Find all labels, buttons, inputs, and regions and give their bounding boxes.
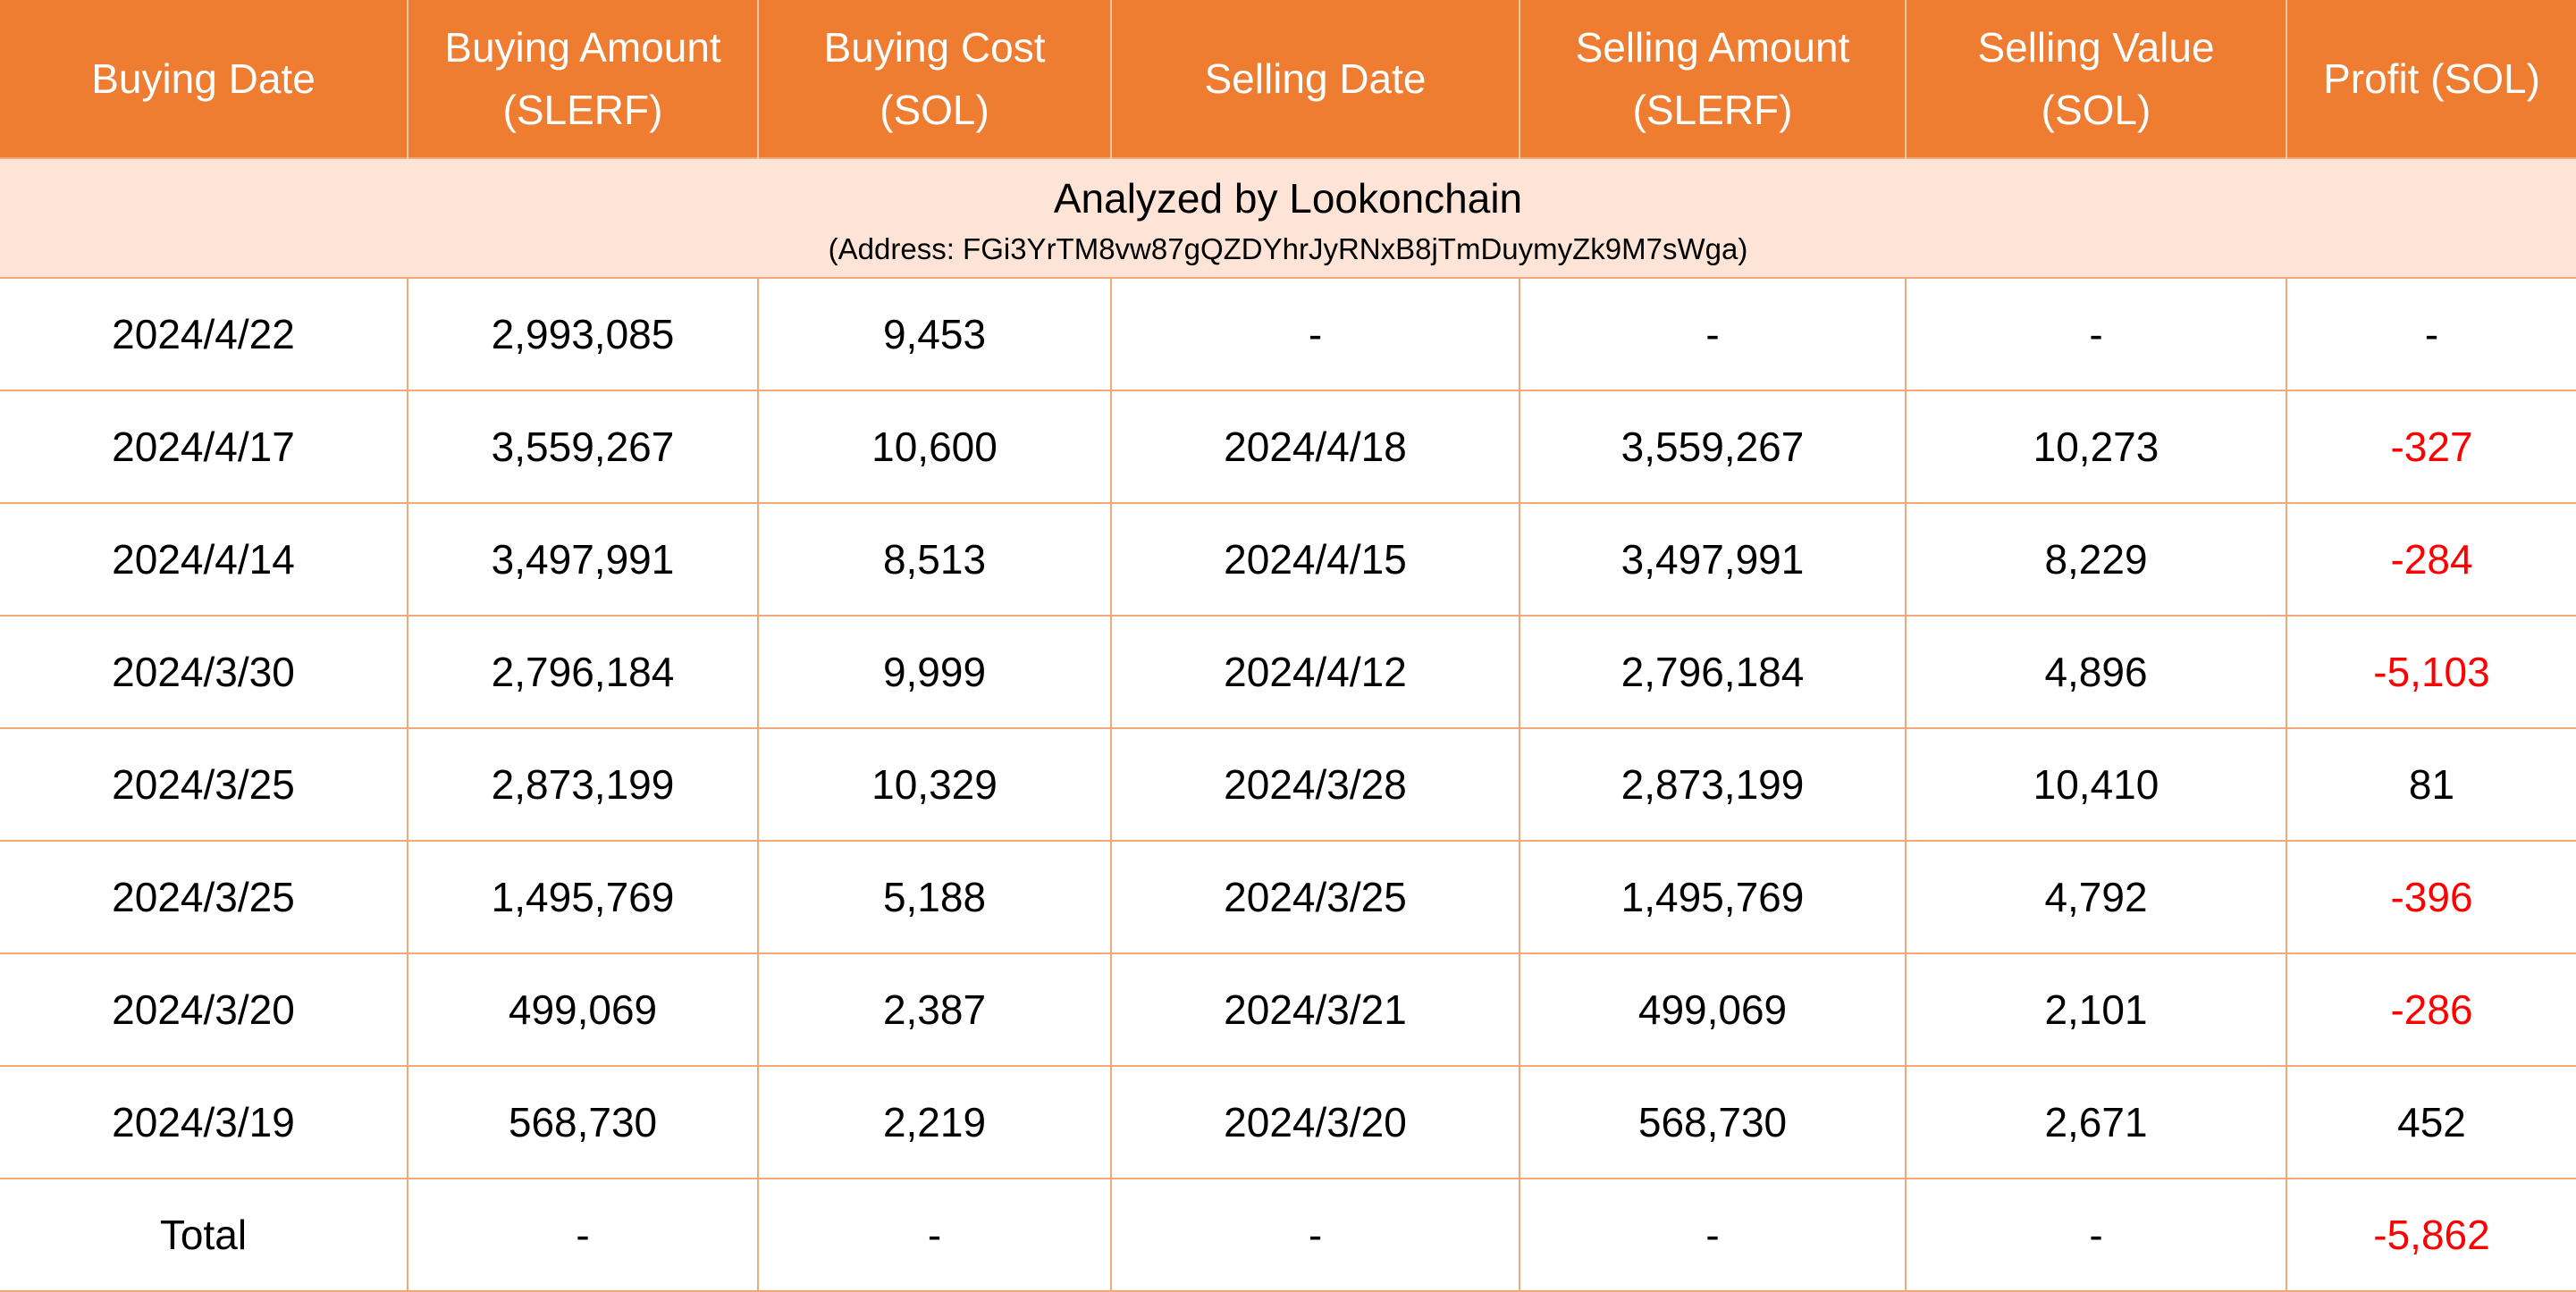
header-unit: (SOL): [880, 87, 989, 133]
buying-amount-cell: 568,730: [408, 1066, 759, 1179]
profit-cell: 81: [2286, 728, 2576, 842]
buying-cost-cell: 10,600: [758, 390, 1112, 504]
selling-date-cell: -: [1111, 1179, 1520, 1292]
profit-cell: -327: [2286, 390, 2576, 504]
header-label: Selling Amount: [1575, 24, 1850, 71]
banner-cell: Analyzed by Lookonchain (Address: FGi3Yr…: [0, 157, 2576, 279]
profit-cell: -: [2286, 278, 2576, 391]
profit-cell: -286: [2286, 953, 2576, 1067]
profit-cell: -396: [2286, 841, 2576, 954]
buying-cost-cell: 2,219: [758, 1066, 1112, 1179]
selling-amount-cell: 568,730: [1520, 1066, 1907, 1179]
buying-date-cell: 2024/4/17: [0, 390, 408, 504]
buying-amount-cell: 2,993,085: [408, 278, 759, 391]
table-header: Buying Date Buying Amount (SLERF) Buying …: [0, 0, 2576, 158]
buying-amount-cell: 3,497,991: [408, 503, 759, 617]
table-body: Analyzed by Lookonchain (Address: FGi3Yr…: [0, 157, 2576, 1292]
header-buying-cost: Buying Cost (SOL): [758, 0, 1112, 158]
selling-amount-cell: -: [1520, 1179, 1907, 1292]
buying-date-cell: Total: [0, 1179, 408, 1292]
table-row: 2024/3/25 2,873,199 10,329 2024/3/28 2,873,1…: [0, 728, 2576, 842]
selling-amount-cell: 3,559,267: [1520, 390, 1907, 504]
header-selling-date: Selling Date: [1111, 0, 1520, 158]
buying-date-cell: 2024/3/19: [0, 1066, 408, 1179]
buying-cost-cell: 5,188: [758, 841, 1112, 954]
profit-cell: -284: [2286, 503, 2576, 617]
header-label: Selling Date: [1204, 55, 1427, 102]
buying-amount-cell: 2,873,199: [408, 728, 759, 842]
buying-amount-cell: -: [408, 1179, 759, 1292]
selling-date-cell: 2024/4/15: [1111, 503, 1520, 617]
table-row: 2024/4/14 3,497,991 8,513 2024/4/15 3,497,99…: [0, 503, 2576, 617]
header-label: Buying Cost: [823, 24, 1046, 71]
table-row: 2024/3/19 568,730 2,219 2024/3/20 568,730 2,6…: [0, 1066, 2576, 1179]
buying-amount-cell: 499,069: [408, 953, 759, 1067]
selling-date-cell: 2024/4/18: [1111, 390, 1520, 504]
buying-amount-cell: 3,559,267: [408, 390, 759, 504]
buying-date-cell: 2024/4/14: [0, 503, 408, 617]
buying-amount-cell: 1,495,769: [408, 841, 759, 954]
header-selling-amount: Selling Amount (SLERF): [1520, 0, 1907, 158]
selling-date-cell: 2024/3/28: [1111, 728, 1520, 842]
buying-date-cell: 2024/3/20: [0, 953, 408, 1067]
buying-cost-cell: 2,387: [758, 953, 1112, 1067]
selling-amount-cell: 2,796,184: [1520, 616, 1907, 729]
buying-date-cell: 2024/4/22: [0, 278, 408, 391]
buying-amount-cell: 2,796,184: [408, 616, 759, 729]
profit-cell: 452: [2286, 1066, 2576, 1179]
header-label: Selling Value: [1977, 24, 2215, 71]
selling-value-cell: 10,410: [1906, 728, 2287, 842]
table-row: 2024/3/25 1,495,769 5,188 2024/3/25 1,495,76…: [0, 841, 2576, 954]
total-row: Total - - - - - -5,862: [0, 1179, 2576, 1292]
buying-cost-cell: -: [758, 1179, 1112, 1292]
buying-date-cell: 2024/3/25: [0, 728, 408, 842]
selling-value-cell: -: [1906, 278, 2287, 391]
selling-amount-cell: -: [1520, 278, 1907, 391]
selling-value-cell: 10,273: [1906, 390, 2287, 504]
selling-value-cell: -: [1906, 1179, 2287, 1292]
banner-title: Analyzed by Lookonchain: [1053, 175, 1523, 222]
header-label: Buying Date: [91, 55, 316, 102]
selling-value-cell: 8,229: [1906, 503, 2287, 617]
buying-cost-cell: 9,453: [758, 278, 1112, 391]
profit-cell: -5,862: [2286, 1179, 2576, 1292]
buying-date-cell: 2024/3/30: [0, 616, 408, 729]
header-profit: Profit (SOL): [2286, 0, 2576, 158]
selling-date-cell: 2024/3/20: [1111, 1066, 1520, 1179]
header-unit: (SLERF): [1632, 87, 1793, 133]
selling-value-cell: 2,671: [1906, 1066, 2287, 1179]
header-label: Profit (SOL): [2323, 55, 2540, 102]
table-row: 2024/3/20 499,069 2,387 2024/3/21 499,069 2,1…: [0, 953, 2576, 1067]
buying-date-cell: 2024/3/25: [0, 841, 408, 954]
selling-value-cell: 4,792: [1906, 841, 2287, 954]
selling-date-cell: -: [1111, 278, 1520, 391]
selling-amount-cell: 1,495,769: [1520, 841, 1907, 954]
profit-cell: -5,103: [2286, 616, 2576, 729]
buying-cost-cell: 10,329: [758, 728, 1112, 842]
wallet-address: (Address: FGi3YrTM8vw87gQZDYhrJyRNxB8jTm…: [828, 232, 1748, 265]
selling-amount-cell: 2,873,199: [1520, 728, 1907, 842]
header-buying-date: Buying Date: [0, 0, 408, 158]
header-label: Buying Amount: [444, 24, 721, 71]
analysis-banner: Analyzed by Lookonchain (Address: FGi3Yr…: [0, 157, 2576, 279]
buying-cost-cell: 9,999: [758, 616, 1112, 729]
table-row: 2024/3/30 2,796,184 9,999 2024/4/12 2,796,18…: [0, 616, 2576, 729]
header-selling-value: Selling Value (SOL): [1906, 0, 2287, 158]
header-buying-amount: Buying Amount (SLERF): [408, 0, 759, 158]
selling-date-cell: 2024/3/21: [1111, 953, 1520, 1067]
header-unit: (SOL): [2041, 87, 2151, 133]
header-unit: (SLERF): [502, 87, 663, 133]
selling-value-cell: 2,101: [1906, 953, 2287, 1067]
selling-value-cell: 4,896: [1906, 616, 2287, 729]
selling-date-cell: 2024/3/25: [1111, 841, 1520, 954]
table-row: 2024/4/22 2,993,085 9,453- - - -: [0, 278, 2576, 391]
selling-amount-cell: 3,497,991: [1520, 503, 1907, 617]
selling-date-cell: 2024/4/12: [1111, 616, 1520, 729]
selling-amount-cell: 499,069: [1520, 953, 1907, 1067]
header-row: Buying Date Buying Amount (SLERF) Buying …: [0, 0, 2576, 158]
buying-cost-cell: 8,513: [758, 503, 1112, 617]
table-row: 2024/4/17 3,559,267 10,600 2024/4/18 3,559,2…: [0, 390, 2576, 504]
